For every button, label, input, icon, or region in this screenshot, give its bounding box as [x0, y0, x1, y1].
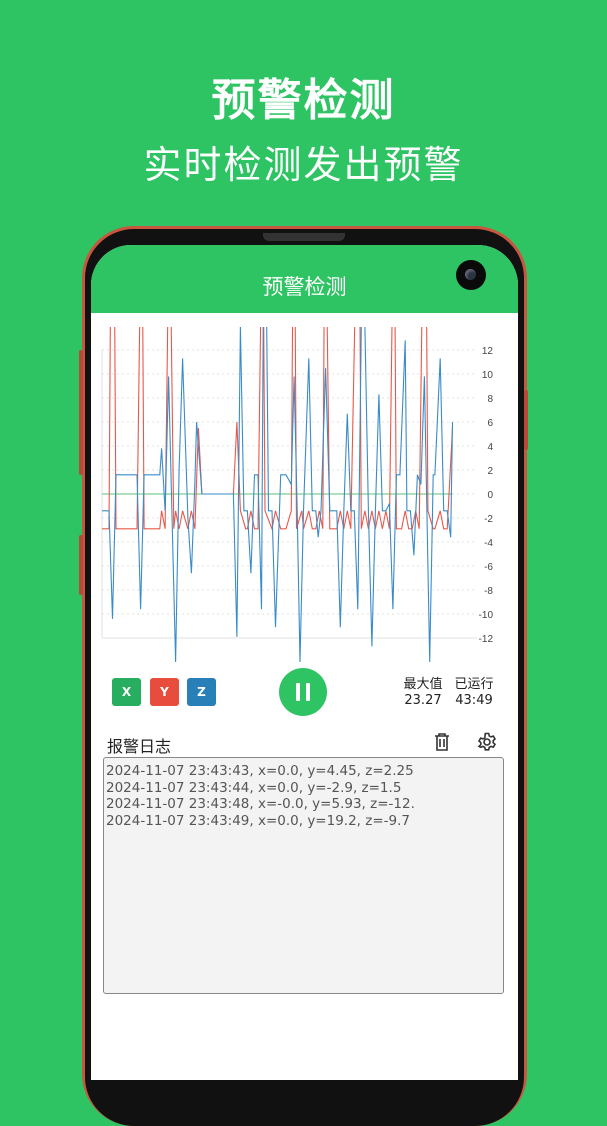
runtime-label: 已运行 — [454, 677, 494, 692]
runtime-value: 43:49 — [455, 693, 493, 708]
axis-toggle-z[interactable]: Z — [187, 678, 216, 706]
hero-subtitle: 实时检测发出预警 — [143, 143, 464, 187]
y-tick-label: -2 — [484, 514, 493, 525]
pause-icon — [296, 683, 300, 701]
phone-speaker — [263, 233, 345, 241]
axis-toggle-x[interactable]: X — [112, 678, 141, 706]
y-tick-label: 6 — [487, 418, 493, 429]
pause-icon — [306, 683, 310, 701]
phone-side-button — [524, 390, 528, 450]
max-value-label: 最大值 — [403, 677, 443, 692]
front-camera — [456, 260, 486, 290]
runtime-stat: 已运行 43:49 — [444, 677, 504, 709]
alarm-log-title: 报警日志 — [107, 737, 172, 756]
y-tick-label: 2 — [487, 466, 493, 477]
y-tick-label: -8 — [484, 586, 493, 597]
y-tick-label: 4 — [487, 442, 493, 453]
log-entry: 2024-11-07 23:43:44, x=0.0, y=-2.9, z=1.… — [106, 779, 402, 796]
log-entry: 2024-11-07 23:43:49, x=0.0, y=19.2, z=-9… — [106, 812, 410, 829]
max-value: 23.27 — [404, 693, 442, 708]
y-tick-label: 12 — [482, 346, 494, 357]
series-line-y — [102, 327, 454, 531]
hero-title: 预警检测 — [211, 75, 396, 126]
max-value-stat: 最大值 23.27 — [393, 677, 453, 709]
axis-toggle-y[interactable]: Y — [150, 678, 179, 706]
pause-button[interactable] — [279, 668, 327, 716]
gear-icon[interactable] — [476, 731, 498, 753]
series-line-z — [102, 327, 454, 663]
trash-icon[interactable] — [431, 731, 453, 753]
log-entry: 2024-11-07 23:43:43, x=0.0, y=4.45, z=2.… — [106, 763, 414, 779]
phone-side-button — [79, 535, 83, 595]
y-tick-label: -4 — [484, 538, 493, 549]
alarm-log-box[interactable]: 2024-11-07 23:43:43, x=0.0, y=4.45, z=2.… — [103, 757, 504, 994]
sensor-chart: 12 10 8 6 4 2 0 -2 -4 -6 -8 -10 -12 — [101, 327, 494, 663]
app-title: 预警检测 — [262, 275, 347, 299]
log-entry: 2024-11-07 23:43:48, x=-0.0, y=5.93, z=-… — [106, 796, 415, 812]
y-tick-label: -6 — [484, 562, 493, 573]
y-tick-label: -10 — [479, 610, 494, 621]
y-tick-label: 10 — [482, 370, 494, 381]
y-tick-label: -12 — [479, 634, 494, 645]
app-bar: 预警检测 — [91, 245, 518, 313]
y-tick-label: 0 — [487, 490, 493, 501]
phone-side-button — [79, 350, 83, 475]
y-tick-label: 8 — [487, 394, 493, 405]
